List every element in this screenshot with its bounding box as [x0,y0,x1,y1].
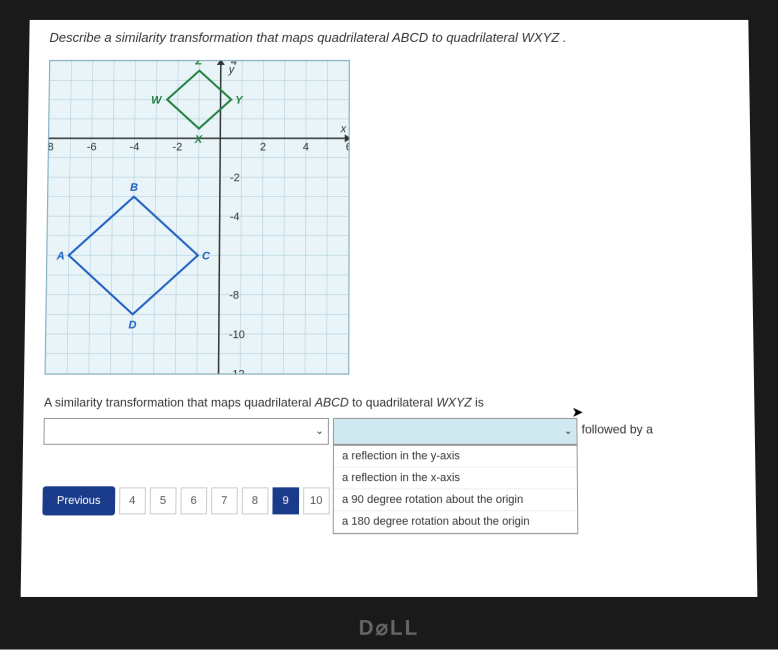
answer-shape1: ABCD [315,395,349,409]
dropdown-option[interactable]: a reflection in the x-axis [334,468,577,490]
answer-row: ⌄ ⌄ ➤ a reflection in the y-axisa reflec… [43,418,734,445]
svg-text:2: 2 [260,141,266,153]
dropdown2-container: ⌄ ➤ a reflection in the y-axisa reflecti… [333,418,578,445]
svg-text:x: x [340,123,347,135]
previous-button[interactable]: Previous [42,486,115,515]
svg-text:A: A [56,250,65,262]
coordinate-graph: -8-6-4-22464-2-4-8-10-12xyABCDWXYZ [44,60,349,375]
page-button-5[interactable]: 5 [150,487,177,514]
svg-text:-4: -4 [130,141,140,153]
svg-text:C: C [202,250,210,262]
svg-text:-10: -10 [229,329,245,341]
page-button-9[interactable]: 9 [272,487,299,514]
shape-wxyz: WXYZ [522,30,560,45]
svg-text:-2: -2 [172,141,182,153]
laptop-frame: Describe a similarity transformation tha… [0,0,778,650]
page-button-8[interactable]: 8 [242,487,269,514]
svg-text:D: D [128,319,136,331]
svg-text:-4: -4 [230,211,240,223]
prompt-prefix: Describe a similarity transformation tha… [49,30,392,45]
answer-section: A similarity transformation that maps qu… [43,395,734,445]
chevron-down-icon: ⌄ [315,426,324,437]
svg-text:-6: -6 [87,141,97,153]
screen-content: Describe a similarity transformation tha… [21,20,758,597]
svg-text:Z: Z [194,61,202,68]
answer-lead: A similarity transformation that maps qu… [44,395,315,409]
answer-shape2: WXYZ [436,395,471,409]
svg-text:W: W [151,95,163,107]
transformation-dropdown-2[interactable]: ⌄ [333,418,578,445]
question-prompt: Describe a similarity transformation tha… [49,30,728,45]
svg-text:-8: -8 [229,289,239,301]
chevron-down-icon: ⌄ [564,426,573,437]
page-button-4[interactable]: 4 [119,487,146,514]
followed-by-text: followed by a [581,418,653,441]
page-button-10[interactable]: 10 [303,487,330,514]
svg-text:-8: -8 [45,141,53,153]
shape-abcd: ABCD [392,30,428,45]
transformation-dropdown-1[interactable]: ⌄ [43,418,329,445]
svg-text:6: 6 [346,141,349,153]
svg-text:X: X [194,134,203,146]
svg-text:4: 4 [303,141,309,153]
svg-text:B: B [130,182,138,194]
answer-mid: to quadrilateral [352,395,436,409]
svg-text:-2: -2 [230,172,240,184]
graph-svg: -8-6-4-22464-2-4-8-10-12xyABCDWXYZ [45,61,348,374]
svg-text:y: y [228,64,235,76]
dropdown-option[interactable]: a 90 degree rotation about the origin [334,489,577,511]
page-button-7[interactable]: 7 [211,487,238,514]
dropdown-options-list: a reflection in the y-axisa reflection i… [333,445,579,534]
prompt-mid: to quadrilateral [432,30,522,45]
page-button-6[interactable]: 6 [180,487,207,514]
svg-text:Y: Y [235,95,244,107]
svg-text:-12: -12 [229,368,245,373]
prompt-suffix: . [563,30,567,45]
dropdown-option[interactable]: a 180 degree rotation about the origin [334,511,578,533]
dropdown-option[interactable]: a reflection in the y-axis [334,446,577,468]
answer-is: is [475,395,484,409]
dell-logo: D⌀LL [359,615,420,641]
